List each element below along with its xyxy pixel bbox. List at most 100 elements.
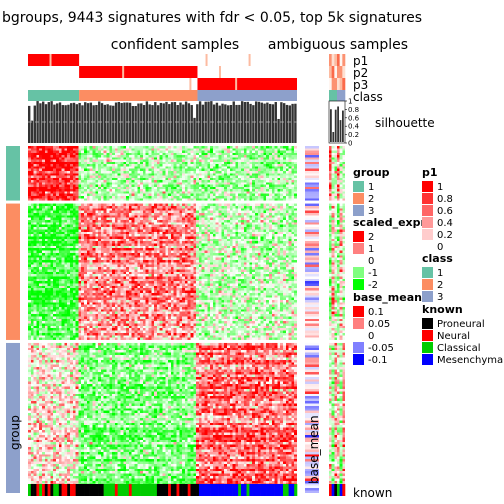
silhouette-bar [191, 105, 193, 143]
p-light-cell [219, 66, 221, 78]
ambiguous-p3-cell [329, 78, 332, 90]
silhouette-bar [87, 103, 89, 143]
ambiguous-p3-cell [342, 78, 345, 90]
known-cell [238, 484, 241, 496]
silhouette-bar [283, 103, 285, 143]
silhouette-bar [168, 104, 170, 143]
known-cell [193, 484, 196, 496]
known-cell [191, 484, 194, 496]
silhouette-bar [53, 105, 55, 143]
silhouette-axis-tick-label: 0 [348, 140, 352, 148]
ambiguous-class-cell [340, 90, 343, 101]
silhouette-bar [252, 105, 254, 143]
known-legend-swatch [422, 318, 433, 329]
ambiguous-known-cell [332, 484, 335, 496]
known-cell [81, 484, 84, 496]
class-legend-title: class [422, 252, 453, 265]
known-cell [118, 484, 121, 496]
known-cell [219, 484, 222, 496]
ambiguous-class-track [329, 90, 345, 101]
known-cell [45, 484, 48, 496]
known-cell [289, 484, 292, 496]
group-legend-swatch [353, 205, 364, 216]
main-heatmap [28, 146, 297, 493]
silhouette-bar [56, 103, 58, 143]
silhouette-bar [221, 104, 223, 143]
silhouette-bar [81, 105, 83, 143]
silhouette-bar [92, 105, 94, 143]
base-mean-legend-label: -0.05 [368, 343, 394, 354]
silhouette-bar [179, 103, 181, 143]
silhouette-bar [163, 103, 165, 143]
known-cell [123, 484, 126, 496]
base-mean-legend-label: 0 [368, 331, 374, 342]
known-cell [199, 484, 202, 496]
known-cell [109, 484, 112, 496]
known-cell [76, 484, 79, 496]
ambiguous-known-cell [340, 484, 343, 496]
silhouette-bar [28, 106, 30, 143]
known-cell [179, 484, 182, 496]
silhouette-bar [84, 102, 86, 143]
known-cell [165, 484, 168, 496]
class-block-3 [197, 90, 297, 101]
silhouette-bar [165, 102, 167, 143]
silhouette-bar [76, 104, 78, 143]
known-legend-swatch [422, 342, 433, 353]
silhouette-bar [120, 103, 122, 143]
known-cell [275, 484, 278, 496]
base-mean-legend-swatch [353, 354, 364, 365]
silhouette-axis-tick-label: 0.2 [348, 131, 359, 139]
silhouette-axis-tick-label: 0.6 [348, 114, 360, 122]
ambiguous-silhouette-bar [342, 111, 344, 142]
base-mean-legend-swatch [353, 306, 364, 317]
silhouette-bar [227, 105, 229, 143]
silhouette-bar [263, 104, 265, 143]
silhouette-bar [249, 104, 251, 143]
scaled-expr-legend-swatch [353, 267, 364, 278]
known-cell [213, 484, 216, 496]
known-cell [280, 484, 283, 496]
known-cell [249, 484, 252, 496]
known-cell [137, 484, 140, 496]
ambiguous-class-cell [342, 90, 345, 101]
p1-legend-label: 0.6 [437, 206, 453, 217]
scaled-expr-legend-label: -1 [368, 268, 378, 279]
known-legend-label: Neural [437, 331, 470, 342]
silhouette-bar [174, 102, 176, 143]
known-legend-label: Mesenchymal [437, 355, 504, 366]
known-cell [151, 484, 154, 496]
silhouette-bar [219, 106, 221, 143]
known-cell [92, 484, 95, 496]
known-cell [48, 484, 51, 496]
silhouette-bar [143, 105, 145, 143]
known-cell [112, 484, 115, 496]
ambiguous-known-cell [342, 484, 345, 496]
class-legend-label: 1 [437, 268, 443, 279]
known-cell [261, 484, 264, 496]
known-cell [56, 484, 59, 496]
silhouette-bar [188, 103, 190, 143]
silhouette-axis: 10.80.60.40.20 [345, 98, 360, 148]
silhouette-bar [193, 118, 195, 143]
known-cell [255, 484, 258, 496]
known-cell [132, 484, 135, 496]
known-cell [140, 484, 143, 496]
known-cell [148, 484, 151, 496]
p3-high-block [197, 78, 297, 90]
known-cell [235, 484, 238, 496]
known-cell [115, 484, 118, 496]
known-cell [87, 484, 90, 496]
known-cell [120, 484, 123, 496]
known-cell [291, 484, 294, 496]
known-legend-swatch [422, 330, 433, 341]
known-cell [157, 484, 160, 496]
silhouette-bar [140, 103, 142, 143]
class-legend-swatch [422, 291, 433, 302]
silhouette-bar [126, 103, 128, 143]
base-mean-legend-title: base_mean [353, 291, 422, 304]
silhouette-bar [39, 103, 41, 143]
known-cell [59, 484, 62, 496]
silhouette-bar [261, 103, 263, 143]
silhouette-bar [277, 119, 279, 143]
